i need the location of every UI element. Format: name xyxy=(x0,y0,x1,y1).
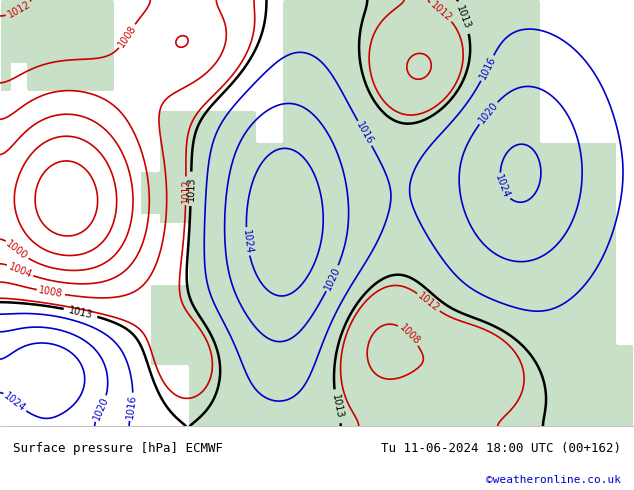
Text: 1013: 1013 xyxy=(455,4,472,31)
Text: 1024: 1024 xyxy=(2,391,28,414)
Text: 1024: 1024 xyxy=(241,228,254,254)
Text: 1013: 1013 xyxy=(67,305,94,320)
Text: Surface pressure [hPa] ECMWF: Surface pressure [hPa] ECMWF xyxy=(13,442,223,455)
Text: 1008: 1008 xyxy=(38,285,64,299)
Text: 1012: 1012 xyxy=(181,178,191,203)
Text: 1008: 1008 xyxy=(116,24,138,49)
Text: 1016: 1016 xyxy=(477,55,498,81)
Text: ©weatheronline.co.uk: ©weatheronline.co.uk xyxy=(486,475,621,486)
Text: 1020: 1020 xyxy=(323,265,342,292)
Text: 1024: 1024 xyxy=(493,173,512,200)
Text: 1013: 1013 xyxy=(186,176,196,201)
Text: 1020: 1020 xyxy=(92,395,110,422)
Text: 1004: 1004 xyxy=(7,261,33,280)
Text: 1000: 1000 xyxy=(4,239,30,261)
Text: 1012: 1012 xyxy=(429,0,454,24)
Text: 1012: 1012 xyxy=(415,291,441,314)
Text: 1013: 1013 xyxy=(330,393,344,419)
Text: 1012: 1012 xyxy=(6,0,32,20)
Text: 1016: 1016 xyxy=(126,394,138,419)
Text: Tu 11-06-2024 18:00 UTC (00+162): Tu 11-06-2024 18:00 UTC (00+162) xyxy=(381,442,621,455)
Text: 1008: 1008 xyxy=(397,322,422,347)
Text: 1020: 1020 xyxy=(476,100,500,125)
Text: 1016: 1016 xyxy=(354,120,375,147)
